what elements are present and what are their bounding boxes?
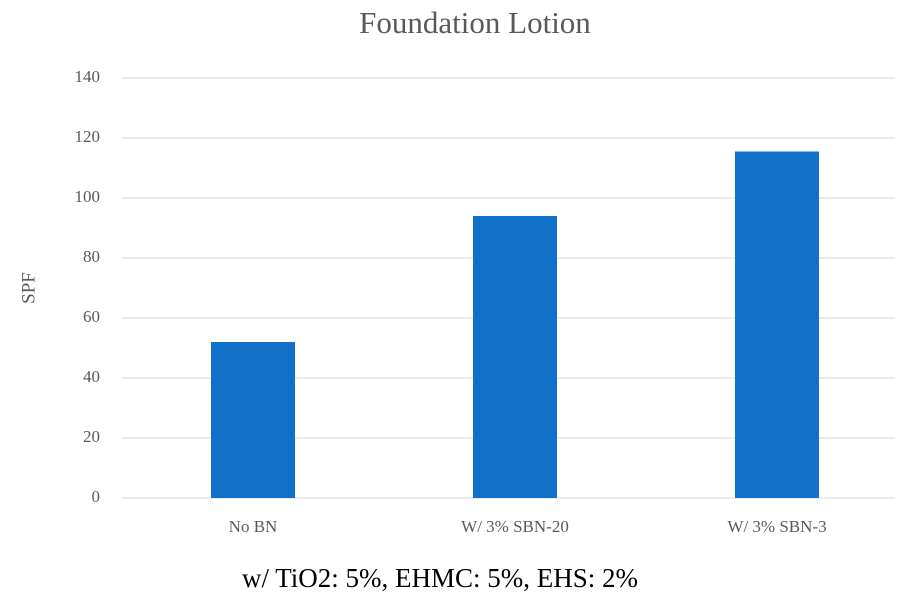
y-tick-label: 140 xyxy=(75,67,101,86)
x-tick-label: W/ 3% SBN-3 xyxy=(727,517,826,536)
bar xyxy=(211,342,295,498)
y-axis-label: SPF xyxy=(18,272,39,304)
y-tick-label: 0 xyxy=(92,487,101,506)
bar xyxy=(735,151,819,498)
chart-title: Foundation Lotion xyxy=(359,5,591,40)
y-tick-label: 40 xyxy=(83,367,100,386)
y-tick-label: 60 xyxy=(83,307,100,326)
x-tick-label: No BN xyxy=(229,517,278,536)
y-tick-label: 100 xyxy=(75,187,101,206)
bar xyxy=(473,216,557,498)
x-tick-label: W/ 3% SBN-20 xyxy=(461,517,569,536)
y-tick-label: 120 xyxy=(75,127,101,146)
y-tick-label: 80 xyxy=(83,247,100,266)
x-axis-label: w/ TiO2: 5%, EHMC: 5%, EHS: 2% xyxy=(242,563,638,593)
y-tick-label: 20 xyxy=(83,427,100,446)
